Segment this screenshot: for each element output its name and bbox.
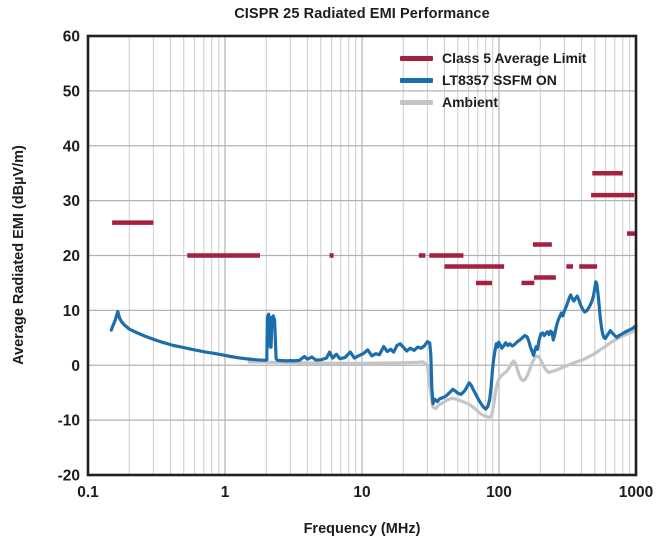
x-tick-label: 10 (353, 484, 370, 501)
legend-swatch-ssfm-on (400, 77, 433, 83)
y-tick-label: -10 (58, 413, 80, 430)
x-tick-label: 1000 (619, 484, 653, 501)
y-tick-label: 60 (63, 29, 80, 46)
legend-label: Ambient (442, 94, 498, 110)
plot-border (86, 34, 638, 477)
y-tick-label: 30 (63, 193, 80, 210)
y-tick-label: 50 (63, 83, 80, 100)
legend-item-class5-limit: Class 5 Average Limit (400, 47, 586, 69)
y-tick-label: 40 (63, 138, 80, 155)
legend-item-ambient: Ambient (400, 91, 586, 113)
y-tick-label: 10 (63, 303, 80, 320)
legend-label: LT8357 SSFM ON (442, 72, 557, 88)
x-tick-label: 0.1 (77, 484, 99, 501)
legend-swatch-class5-limit (400, 55, 433, 61)
y-tick-label: -20 (58, 468, 80, 485)
ssfm-on-curve (109, 280, 638, 411)
legend: Class 5 Average Limit LT8357 SSFM ON Amb… (400, 47, 586, 113)
chart-title: CISPR 25 Radiated EMI Performance (234, 6, 490, 22)
legend-item-ssfm-on: LT8357 SSFM ON (400, 69, 586, 91)
x-axis-label: Frequency (MHz) (303, 521, 421, 537)
x-tick-label: 1 (221, 484, 230, 501)
legend-label: Class 5 Average Limit (442, 50, 587, 66)
legend-swatch-ambient (400, 99, 433, 105)
y-tick-label: 20 (63, 248, 80, 265)
y-tick-label: 0 (71, 358, 80, 375)
x-tick-label: 100 (486, 484, 512, 501)
